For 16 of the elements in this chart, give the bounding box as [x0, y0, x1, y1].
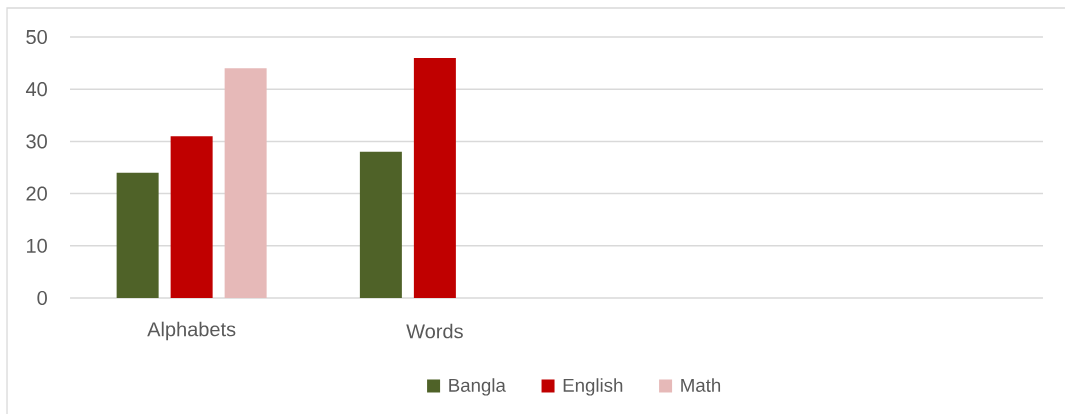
legend-label: Bangla	[449, 378, 506, 396]
x-tick-label: Words	[406, 323, 463, 339]
legend-label: English	[563, 378, 623, 396]
bar	[413, 57, 456, 298]
legend-label: Math	[681, 378, 721, 392]
y-tick-label: 20	[26, 186, 47, 201]
y-tick-label: 30	[26, 134, 47, 149]
y-tick-label: 50	[26, 29, 47, 45]
y-tick-label: 0	[37, 290, 47, 306]
y-tick-label: 40	[25, 82, 47, 97]
bar	[359, 151, 402, 298]
x-tick-label: Alphabets	[147, 321, 236, 341]
bar	[170, 136, 213, 298]
y-tick-label: 10	[27, 238, 47, 253]
bar	[224, 68, 267, 298]
bar	[116, 172, 159, 298]
